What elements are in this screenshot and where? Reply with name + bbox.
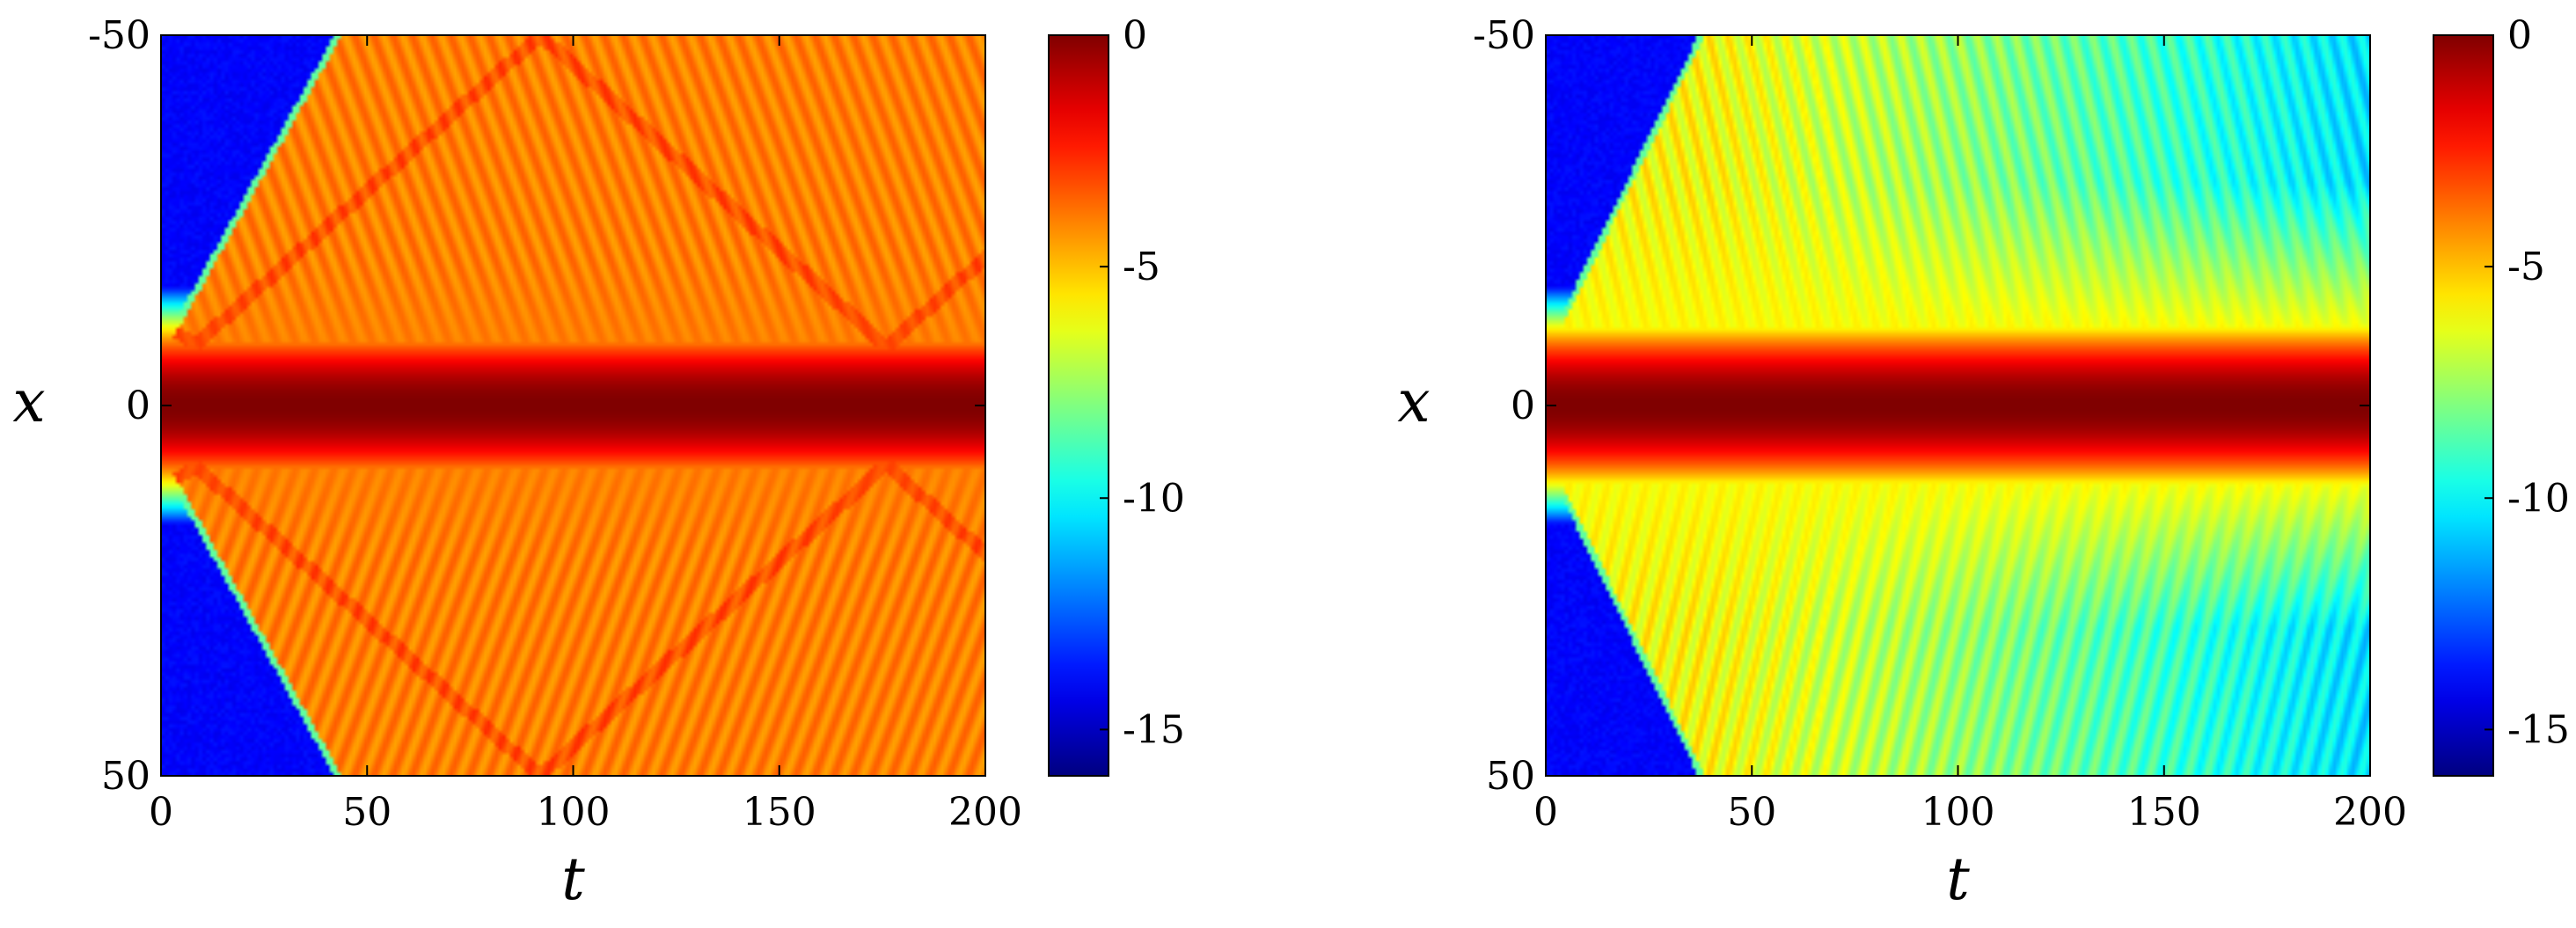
y-axis-label: x bbox=[1397, 368, 1430, 435]
colorbar-tick-label: -15 bbox=[2507, 707, 2570, 752]
x-tick-label: 50 bbox=[1727, 790, 1776, 835]
x-tick-label: 100 bbox=[1921, 790, 1995, 835]
colorbar bbox=[1049, 35, 1109, 776]
colorbar-tick-label: -5 bbox=[2507, 245, 2545, 289]
colorbar-tick-label: 0 bbox=[2507, 13, 2532, 58]
x-tick-label: 200 bbox=[948, 790, 1022, 835]
y-tick-label: 50 bbox=[1486, 754, 1535, 799]
x-tick-label: 0 bbox=[1533, 790, 1558, 835]
x-tick-label: 150 bbox=[743, 790, 816, 835]
x-tick-label: 100 bbox=[537, 790, 611, 835]
colorbar-tick-label: 0 bbox=[1123, 13, 1147, 58]
x-axis-label: t bbox=[1946, 845, 1970, 913]
y-tick-label: -50 bbox=[88, 13, 150, 58]
x-tick-label: 150 bbox=[2127, 790, 2201, 835]
x-axis-label: t bbox=[561, 845, 585, 913]
y-tick-label: 50 bbox=[101, 754, 150, 799]
chart-panel-1 bbox=[161, 35, 1109, 776]
y-tick-label: -50 bbox=[1473, 13, 1535, 58]
heatmap-image bbox=[161, 35, 985, 776]
x-tick-label: 200 bbox=[2333, 790, 2407, 835]
colorbar-tick-label: -10 bbox=[1123, 476, 1185, 521]
colorbar-tick-label: -10 bbox=[2507, 476, 2570, 521]
heatmap-image bbox=[1546, 35, 2370, 776]
x-tick-label: 0 bbox=[149, 790, 173, 835]
y-tick-label: 0 bbox=[126, 384, 150, 428]
colorbar-tick-label: -5 bbox=[1123, 245, 1160, 289]
y-axis-label: x bbox=[12, 368, 45, 435]
x-tick-label: 50 bbox=[342, 790, 392, 835]
y-tick-label: 0 bbox=[1511, 384, 1535, 428]
colorbar-tick-label: -15 bbox=[1123, 707, 1185, 752]
colorbar bbox=[2433, 35, 2493, 776]
chart-panel-2 bbox=[1546, 35, 2493, 776]
